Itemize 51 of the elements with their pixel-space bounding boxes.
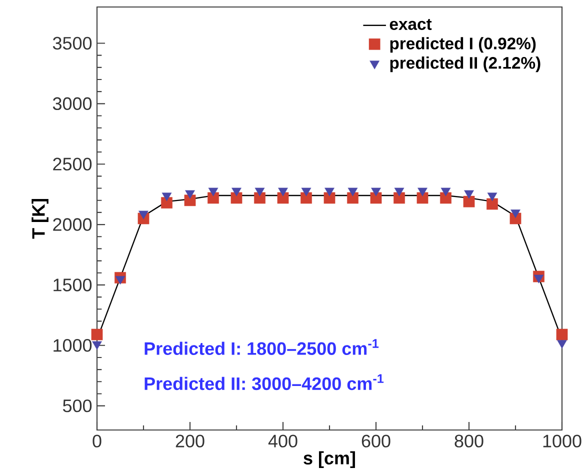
x-tick-label: 1000 (543, 434, 582, 448)
point (254, 188, 265, 196)
legend-label: exact (390, 18, 432, 30)
point (208, 192, 219, 204)
point (510, 210, 520, 218)
point (348, 188, 358, 196)
point (324, 188, 334, 196)
point (394, 192, 405, 204)
y-tick-label: 3500 (52, 36, 92, 50)
x-tick-label: 0 (92, 434, 102, 448)
x-tick-label: 200 (176, 434, 204, 448)
point (300, 192, 312, 204)
x-tick-label: 800 (454, 434, 484, 448)
x-tick-label: 400 (268, 434, 298, 448)
point (232, 188, 242, 196)
point (487, 192, 498, 202)
point (556, 328, 568, 340)
point (418, 188, 428, 196)
point (185, 190, 195, 199)
point (91, 328, 103, 340)
point (208, 188, 218, 196)
point (301, 188, 312, 196)
point (486, 198, 498, 210)
point (115, 276, 126, 285)
point (464, 190, 474, 199)
point (534, 274, 544, 284)
y-tick-label: 500 (62, 399, 92, 412)
x-tick-label: 600 (362, 434, 390, 448)
y-tick-label: 1000 (54, 339, 92, 352)
point (92, 341, 102, 350)
point (557, 340, 567, 349)
legend-label: predicted II (2.12%) (390, 56, 540, 72)
annotation: Predicted I: 1800–2500 cm$^{-1}$ (144, 339, 379, 355)
y-axis-title: T [K] (32, 199, 48, 239)
legend-label: predicted I (0.92%) (390, 37, 536, 53)
point (463, 196, 475, 208)
point (162, 192, 172, 202)
point (440, 192, 452, 204)
annotation: Predicted II: 3000–4200 cm$^{-1}$ (144, 374, 384, 390)
point (347, 192, 358, 204)
point (278, 188, 288, 196)
y-tick-label: 1500 (54, 278, 92, 292)
point (138, 210, 148, 220)
point (394, 188, 404, 196)
point (371, 188, 381, 196)
x-axis-title: s [cm] (304, 451, 355, 468)
point (254, 192, 266, 204)
y-tick-label: 3000 (52, 97, 92, 110)
y-tick-label: 2500 (53, 158, 92, 170)
point (440, 188, 451, 196)
y-tick-label: 2000 (53, 218, 92, 231)
